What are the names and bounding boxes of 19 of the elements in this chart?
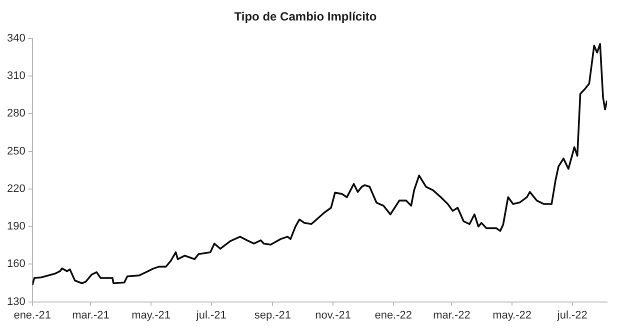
x-tick-label: may.-21 xyxy=(132,309,170,322)
x-tick-label: ene.-21 xyxy=(14,309,52,322)
x-tick-label: may.-22 xyxy=(492,309,532,322)
x-tick-label: sep.-21 xyxy=(254,309,292,322)
y-tick-label: 130 xyxy=(6,296,26,308)
x-tick-label: mar.-21 xyxy=(72,309,110,322)
y-tick-label: 280 xyxy=(6,108,26,120)
y-tick-label: 190 xyxy=(6,220,26,233)
x-tick-label: mar.-22 xyxy=(433,309,470,322)
x-tick-label: nov.-21 xyxy=(315,309,351,322)
y-tick-label: 160 xyxy=(6,258,26,270)
x-tick-label: jul.-21 xyxy=(195,309,226,322)
y-tick-label: 250 xyxy=(6,145,26,158)
x-tick-label: ene.-22 xyxy=(374,309,412,322)
chart-title: Tipo de Cambio Implícito xyxy=(234,10,377,24)
y-tick-label: 340 xyxy=(6,32,26,44)
y-tick-label: 220 xyxy=(6,182,26,195)
x-tick-label: jul.-22 xyxy=(556,309,588,322)
y-tick-label: 310 xyxy=(6,70,26,82)
